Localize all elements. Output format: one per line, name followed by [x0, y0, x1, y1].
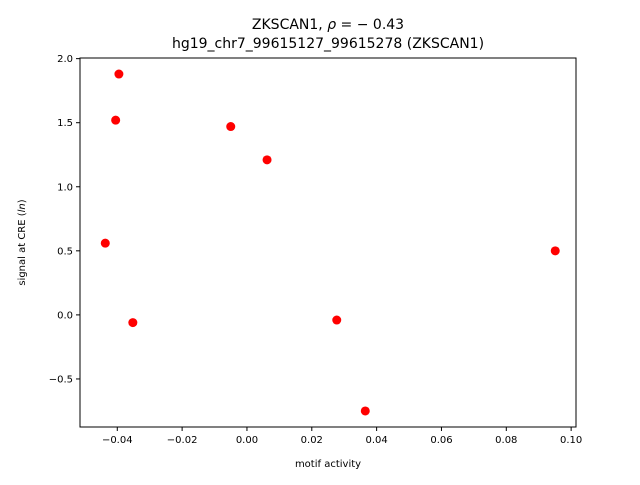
y-tick-label: 0.0: [57, 310, 73, 321]
x-tick-label: 0.08: [495, 435, 517, 446]
data-point: [100, 238, 110, 248]
data-point: [550, 246, 560, 256]
x-axis-ticks: −0.04 −0.02 0.00 0.02 0.04 0.06 0.08 0.10: [102, 427, 582, 446]
y-tick-label: −0.5: [49, 374, 73, 385]
chart-subtitle: hg19_chr7_99615127_99615278 (ZKSCAN1): [172, 36, 484, 52]
x-tick-label: 0.02: [301, 435, 323, 446]
x-tick-label: 0.04: [365, 435, 387, 446]
axes-frame: [79, 57, 577, 428]
data-point: [111, 115, 121, 125]
data-point: [332, 315, 342, 325]
y-tick-label: 0.5: [57, 246, 73, 257]
y-tick-label: 1.0: [57, 182, 73, 193]
data-point: [128, 318, 138, 328]
x-tick-label: 0.06: [430, 435, 452, 446]
y-tick-label: 2.0: [57, 54, 73, 65]
y-tick-label: 1.5: [57, 118, 73, 129]
x-tick-label: −0.04: [102, 435, 133, 446]
x-tick-label: −0.02: [167, 435, 198, 446]
x-axis-label: motif activity: [295, 459, 361, 470]
y-axis-label: signal at CRE (ln): [17, 199, 28, 285]
plot-area: [100, 69, 560, 416]
data-point: [226, 122, 236, 132]
y-axis-ticks: −0.5 0.0 0.5 1.0 1.5 2.0: [49, 54, 80, 385]
data-point: [114, 69, 124, 79]
chart-title: ZKSCAN1, ρ = − 0.43: [252, 17, 404, 33]
x-tick-label: 0.10: [560, 435, 582, 446]
x-tick-label: 0.00: [236, 435, 258, 446]
data-point: [360, 406, 370, 416]
data-point: [262, 155, 272, 165]
